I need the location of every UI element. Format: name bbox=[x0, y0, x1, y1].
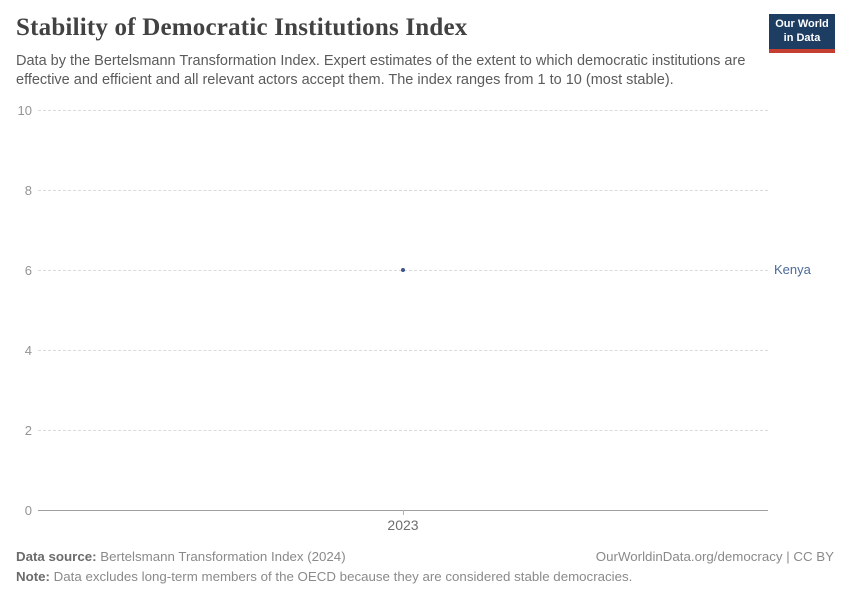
x-axis-tick-label: 2023 bbox=[387, 517, 419, 533]
footer-note-label: Note: bbox=[16, 569, 50, 584]
y-gridline bbox=[38, 190, 768, 191]
series-label-kenya[interactable]: Kenya bbox=[774, 262, 811, 277]
data-source-text: Bertelsmann Transformation Index (2024) bbox=[96, 549, 346, 564]
footer-note-row: Note: Data excludes long-term members of… bbox=[16, 569, 834, 584]
data-source: Data source: Bertelsmann Transformation … bbox=[16, 549, 346, 564]
y-axis-tick-label: 0 bbox=[24, 502, 32, 518]
y-gridline bbox=[38, 110, 768, 111]
y-axis-tick-label: 2 bbox=[24, 422, 32, 438]
data-source-label: Data source: bbox=[16, 549, 97, 564]
owid-logo: Our World in Data bbox=[769, 14, 835, 53]
footer-source-row: Data source: Bertelsmann Transformation … bbox=[16, 549, 834, 564]
y-gridline bbox=[38, 430, 768, 431]
y-axis-tick-label: 6 bbox=[24, 262, 32, 278]
y-gridline bbox=[38, 350, 768, 351]
y-axis-tick-label: 4 bbox=[24, 342, 32, 358]
y-axis-tick-label: 8 bbox=[24, 182, 32, 198]
footer-rights-link[interactable]: OurWorldinData.org/democracy | CC BY bbox=[595, 549, 834, 564]
x-axis-tick-mark bbox=[403, 510, 404, 515]
footer-note-text: Data excludes long-term members of the O… bbox=[49, 569, 633, 584]
chart-subtitle: Data by the Bertelsmann Transformation I… bbox=[16, 53, 746, 88]
y-axis-tick-label: 10 bbox=[17, 102, 32, 118]
owid-logo-line1: Our World bbox=[775, 18, 829, 30]
data-point-kenya[interactable] bbox=[401, 268, 405, 272]
owid-logo-line2: in Data bbox=[783, 31, 821, 44]
page-title: Stability of Democratic Institutions Ind… bbox=[16, 14, 468, 41]
